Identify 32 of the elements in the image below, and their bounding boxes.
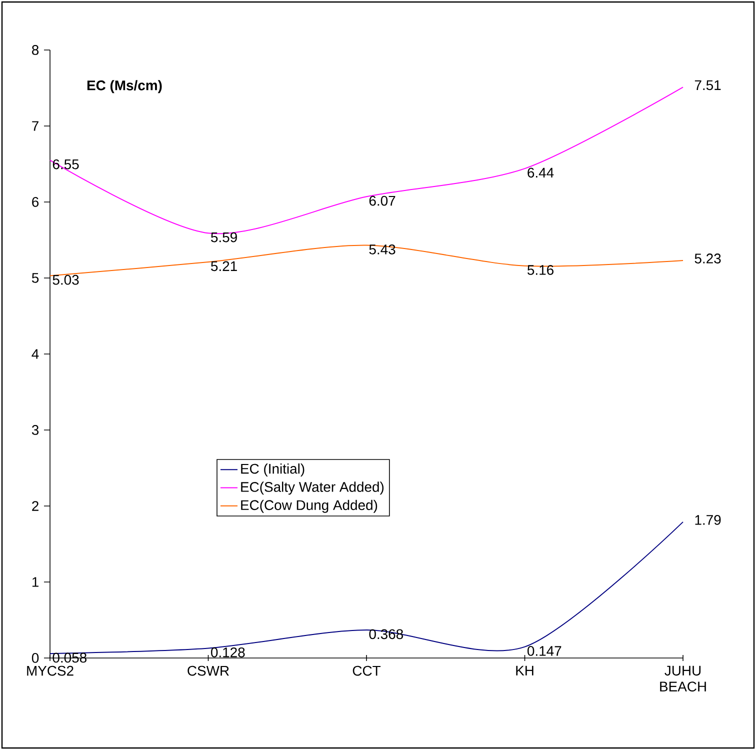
data-label: 1.79 (695, 514, 721, 525)
y-tick-label: 5 (32, 273, 39, 283)
data-label: 6.44 (528, 168, 554, 178)
y-tick-label: 3 (32, 425, 39, 435)
y-tick-label: 6 (32, 197, 39, 207)
data-label: 6.07 (369, 196, 396, 206)
x-tick-label: MYCS2 (27, 666, 74, 676)
line-series (50, 244, 684, 276)
data-label: 5.03 (52, 274, 79, 285)
y-tick-label: 2 (32, 501, 38, 511)
x-tick-label: KH (516, 666, 534, 676)
x-tick-label: CSWR (188, 666, 229, 676)
data-label: 0.128 (211, 647, 245, 658)
data-label: 0.368 (369, 629, 404, 640)
y-tick-label: 7 (32, 121, 38, 131)
legend-label: EC(Cow Dung Added) (241, 500, 378, 513)
legend-label: EC(Salty Water Added) (241, 482, 384, 495)
x-tick-label: JUHU BEACH (660, 666, 706, 692)
data-label: 5.59 (211, 232, 237, 242)
data-label: 7.51 (694, 80, 721, 90)
text: EC (Ms/cm) (87, 80, 162, 94)
data-label: 5.43 (369, 244, 396, 254)
data-label: 5.23 (694, 254, 721, 264)
data-label: 0.147 (528, 646, 562, 656)
y-tick-label: 8 (32, 45, 39, 55)
data-label: 5.21 (211, 261, 237, 272)
y-tick-label: 1 (32, 577, 38, 587)
y-tick-label: 4 (32, 349, 39, 359)
x-tick-label: CCT (352, 666, 381, 676)
data-label: 5.16 (528, 265, 554, 275)
legend-label: EC (Initial) (241, 463, 304, 476)
y-tick-label: 0 (32, 653, 39, 663)
